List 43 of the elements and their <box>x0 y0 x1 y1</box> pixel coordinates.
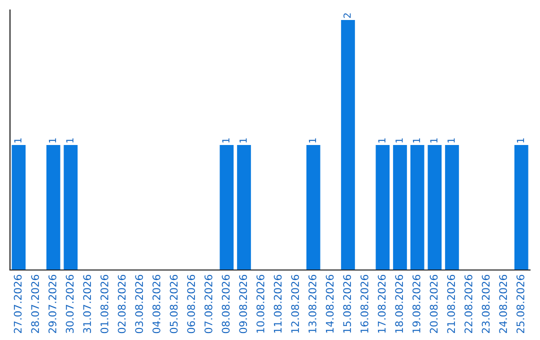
data-label: 1 <box>14 138 22 143</box>
x-tick-label: 25.08.2026 <box>516 274 524 334</box>
x-tick-label: 24.08.2026 <box>499 274 508 334</box>
x-tick-label: 19.08.2026 <box>412 274 420 333</box>
data-label: 1 <box>448 138 455 143</box>
x-tick-label: 31.07.2026 <box>83 274 92 334</box>
x-tick-label: 04.08.2026 <box>152 274 160 334</box>
data-label: 1 <box>222 138 230 143</box>
data-label: 1 <box>378 138 386 143</box>
x-tick-label: 29.07.2026 <box>48 274 56 334</box>
data-label: 2 <box>343 13 351 18</box>
x-tick-label: 13.08.2026 <box>308 274 316 333</box>
data-label: 1 <box>516 138 524 143</box>
x-tick-label: 09.08.2026 <box>239 274 248 334</box>
x-tick-label: 02.08.2026 <box>118 274 126 334</box>
x-tick-label: 27.07.2026 <box>14 274 22 334</box>
x-tick-label: 08.08.2026 <box>222 274 230 334</box>
x-tick-label: 16.08.2026 <box>360 274 368 333</box>
x-tick-label: 17.08.2026 <box>378 274 386 333</box>
data-label: 1 <box>48 138 56 143</box>
x-tick-label: 05.08.2026 <box>170 274 178 334</box>
x-tick-label: 30.07.2026 <box>66 274 74 334</box>
x-tick-label: 06.08.2026 <box>187 274 196 334</box>
x-tick-label: 15.08.2026 <box>343 274 352 333</box>
x-tick-label: 12.08.2026 <box>291 274 300 333</box>
x-tick-label: 03.08.2026 <box>135 274 144 334</box>
x-tick-label: 18.08.2026 <box>395 274 404 333</box>
x-tick-label: 01.08.2026 <box>100 274 108 334</box>
x-tick-label: 21.08.2026 <box>447 274 456 334</box>
x-tick-label: 11.08.2026 <box>274 274 282 333</box>
data-label: 1 <box>396 138 403 143</box>
data-label: 1 <box>430 138 438 143</box>
data-label: 1 <box>308 138 316 143</box>
x-tick-label: 22.08.2026 <box>464 274 472 334</box>
data-label: 1 <box>240 138 247 143</box>
data-label: 1 <box>412 138 420 143</box>
x-tick-label: 14.08.2026 <box>326 274 334 333</box>
x-tick-label: 23.08.2026 <box>482 274 490 334</box>
x-tick-label: 07.08.2026 <box>204 274 212 334</box>
x-tick-label: 20.08.2026 <box>430 274 438 334</box>
x-tick-label: 10.08.2026 <box>256 274 264 333</box>
data-label: 1 <box>66 138 74 143</box>
x-tick-label: 28.07.2026 <box>31 274 40 334</box>
